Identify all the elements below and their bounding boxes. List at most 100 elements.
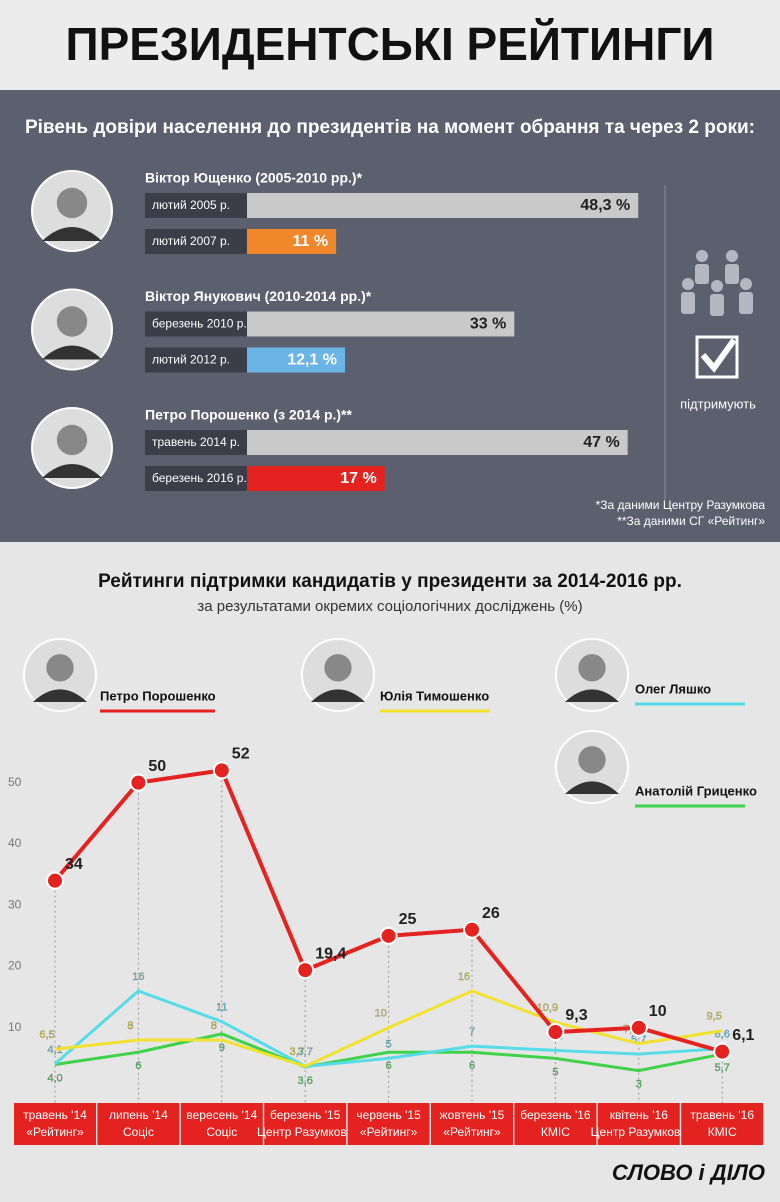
date-label: березень 2016 р. — [152, 471, 247, 485]
x-tick-source: «Рейтинг» — [443, 1125, 501, 1139]
date-box — [145, 311, 247, 337]
value-label: 6 — [386, 1060, 392, 1072]
line-chart-title: Рейтинги підтримки кандидатів у президен… — [98, 571, 682, 592]
value-label: 9 — [219, 1042, 225, 1054]
y-tick-label: 10 — [8, 1020, 22, 1034]
category-box — [264, 1103, 347, 1145]
x-tick-source: Центр Разумкова — [591, 1125, 688, 1139]
date-box — [145, 430, 247, 455]
x-tick-source: Центр Разумкова — [257, 1125, 354, 1139]
checkbox — [695, 335, 739, 379]
legend-note: підтримують — [680, 396, 756, 411]
x-tick-source: Соціс — [123, 1125, 154, 1139]
bar — [247, 466, 385, 491]
value-label: 11 — [216, 1002, 227, 1014]
value-label: 8 — [211, 1020, 217, 1032]
page-title: ПРЕЗИДЕНТСЬКІ РЕЙТИНГИ — [66, 18, 715, 70]
people-icon — [681, 250, 753, 316]
series-line — [54, 1032, 723, 1073]
value-label: 52 — [232, 746, 250, 763]
point — [296, 961, 315, 980]
y-tick-label: 50 — [8, 775, 22, 789]
category-box — [14, 1103, 96, 1145]
point — [713, 1042, 732, 1061]
point — [129, 773, 148, 792]
x-tick-label: травень '16 — [690, 1108, 754, 1122]
photo-head — [56, 306, 88, 337]
value-label: 9,3 — [565, 1007, 587, 1024]
point — [379, 926, 398, 945]
photo-head — [324, 654, 352, 682]
value-label: 5 — [386, 1038, 392, 1050]
point — [546, 1023, 565, 1042]
photo-body — [42, 464, 102, 478]
header-band — [0, 0, 780, 90]
value-label: 10,9 — [537, 1002, 558, 1014]
value-label: 5 — [552, 1066, 558, 1078]
category-box — [180, 1103, 263, 1145]
date-label: лютий 2005 р. — [152, 198, 230, 212]
value-label: 6 — [135, 1060, 141, 1072]
bar — [247, 229, 337, 254]
date-box — [145, 466, 247, 491]
value-label: 5,7 — [715, 1062, 730, 1074]
photo-body — [42, 345, 102, 360]
photo-head — [578, 746, 606, 774]
value-label: 6,1 — [732, 1027, 754, 1044]
value-label: 3,6 — [298, 1075, 313, 1087]
value-label: 4,0 — [47, 1072, 62, 1084]
value-label: 25 — [399, 911, 417, 928]
photo-body — [42, 227, 102, 241]
x-tick-source: КМІС — [708, 1125, 737, 1139]
y-tick-label: 30 — [8, 897, 22, 911]
bar — [247, 347, 346, 373]
bottom-section — [0, 542, 780, 1202]
value-label: 6 — [469, 1060, 475, 1072]
y-tick-label: 40 — [8, 836, 22, 850]
bar-value: 48,3 % — [580, 197, 630, 214]
bar-value: 47 % — [583, 434, 619, 451]
bar-chart-title: Рівень довіри населення до президентів н… — [25, 117, 755, 138]
series-line — [54, 989, 723, 1068]
date-label: лютий 2007 р. — [152, 234, 230, 248]
value-label: 26 — [482, 905, 500, 922]
photo-head — [46, 654, 74, 682]
x-tick-label: квітень '16 — [610, 1108, 669, 1122]
x-tick-source: «Рейтинг» — [360, 1125, 418, 1139]
x-tick-label: березень '15 — [270, 1108, 341, 1122]
value-label: 3 — [636, 1079, 642, 1091]
x-tick-label: червень '15 — [356, 1108, 421, 1122]
photo-body — [311, 689, 365, 702]
y-tick-label: 20 — [8, 959, 22, 973]
photo-body — [565, 781, 619, 794]
date-label: березень 2010 р. — [152, 317, 247, 331]
photo-head — [578, 654, 606, 682]
category-box — [597, 1103, 680, 1145]
point — [629, 1018, 648, 1037]
category-box — [681, 1103, 764, 1145]
legend-label: Олег Ляшко — [635, 681, 711, 696]
date-box — [145, 193, 247, 218]
value-label: 50 — [148, 758, 166, 775]
category-box — [514, 1103, 597, 1145]
value-label: 8 — [127, 1020, 133, 1032]
x-tick-source: «Рейтинг» — [26, 1125, 84, 1139]
x-tick-label: вересень '14 — [186, 1108, 257, 1122]
photo-head — [56, 187, 88, 219]
photo-body — [565, 689, 619, 702]
person-name: Петро Порошенко (з 2014 р.)** — [145, 407, 353, 423]
category-box — [431, 1103, 513, 1145]
value-label: 7 — [469, 1026, 475, 1038]
category-box — [97, 1103, 180, 1145]
date-label: травень 2014 р. — [152, 435, 240, 449]
value-label: 4,1 — [47, 1044, 62, 1056]
legend-label: Анатолій Гриценко — [635, 783, 757, 798]
legend-label: Петро Порошенко — [100, 688, 216, 703]
x-tick-source: Соціс — [206, 1125, 237, 1139]
photo-body — [33, 689, 87, 702]
value-label: 3,7 — [298, 1046, 313, 1058]
person-name: Віктор Ющенко (2005-2010 рр.)* — [145, 170, 363, 186]
footnote: *За даними Центру Разумкова — [596, 498, 766, 512]
date-label: лютий 2012 р. — [152, 353, 230, 367]
